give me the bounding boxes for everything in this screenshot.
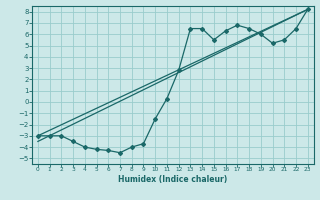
X-axis label: Humidex (Indice chaleur): Humidex (Indice chaleur) (118, 175, 228, 184)
